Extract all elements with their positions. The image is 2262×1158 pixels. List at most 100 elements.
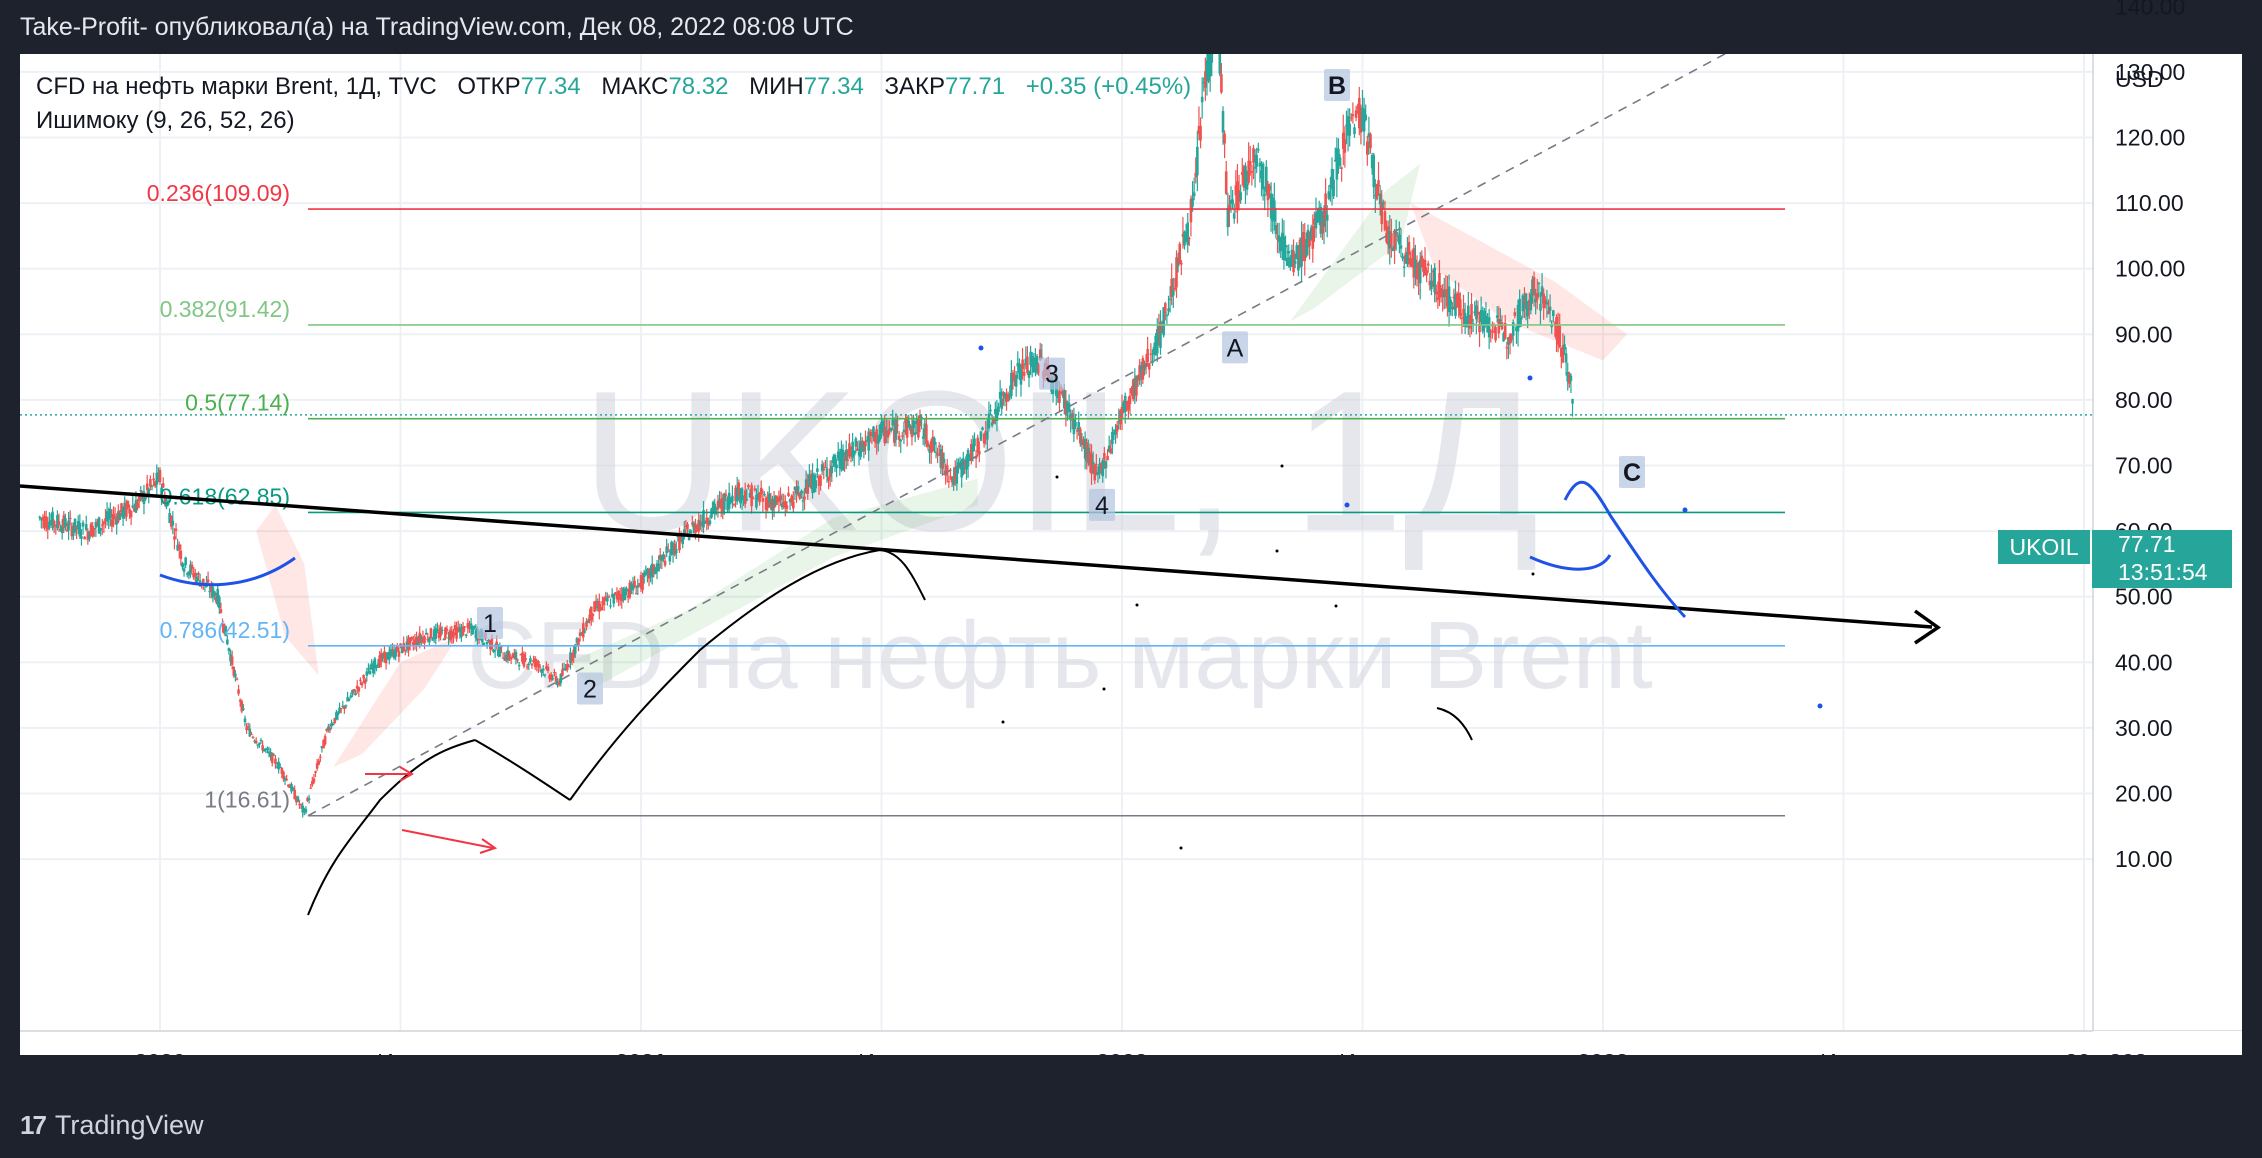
- candle-body: [1399, 245, 1403, 249]
- candle-body: [1483, 310, 1486, 329]
- marker-dot: [1179, 846, 1183, 850]
- candle-body: [1058, 391, 1061, 403]
- legend-instrument[interactable]: CFD на нефть марки Brent, 1Д, TVC: [36, 73, 437, 100]
- candle-body: [732, 504, 736, 506]
- tradingview-brand[interactable]: 17 TradingView: [20, 1110, 204, 1141]
- candle-body: [828, 468, 832, 478]
- candle-body: [1388, 231, 1392, 249]
- candle-body: [83, 536, 86, 540]
- candle-body: [88, 533, 91, 539]
- candle-body: [1277, 235, 1281, 243]
- candle-body: [529, 658, 532, 663]
- candle-body: [368, 670, 372, 675]
- candle-body: [623, 591, 627, 601]
- candle-body: [756, 493, 760, 500]
- candle-body: [1511, 322, 1515, 336]
- candle-body: [399, 643, 402, 646]
- candle-body: [1478, 323, 1481, 333]
- candle-body: [1099, 463, 1103, 471]
- candle-body: [998, 391, 1002, 399]
- candle-body: [532, 659, 535, 662]
- candle-body: [1160, 325, 1164, 331]
- candle-body: [1205, 60, 1209, 78]
- candle-body: [1357, 97, 1361, 129]
- candle-body: [460, 626, 463, 638]
- candle-body: [735, 487, 739, 502]
- candle-body: [511, 654, 515, 659]
- candle-body: [625, 588, 628, 592]
- candle-body: [105, 511, 109, 522]
- candle-body: [1325, 214, 1329, 221]
- ichimoku-cloud-red: [256, 504, 319, 676]
- candle-body: [96, 521, 99, 524]
- candle-body: [346, 697, 349, 702]
- ichimoku-cloud-red: [333, 636, 459, 768]
- legend-indicator[interactable]: Ишимоку (9, 26, 52, 26): [36, 107, 295, 134]
- candle-body: [347, 699, 351, 701]
- candle-body: [809, 474, 813, 488]
- candle-body: [319, 756, 322, 758]
- candle-body: [1167, 308, 1170, 312]
- candle-body: [1393, 230, 1396, 250]
- candle-body: [253, 740, 256, 742]
- candle-body: [1431, 271, 1435, 273]
- candle-body: [699, 521, 702, 526]
- candle-body: [795, 489, 798, 494]
- candle-body: [1308, 239, 1311, 247]
- candle-body: [1532, 277, 1536, 296]
- candle-body: [270, 752, 274, 764]
- candle-body: [1114, 430, 1117, 435]
- candle-body: [1356, 107, 1359, 109]
- candle-body: [949, 469, 952, 471]
- currency-label[interactable]: USD: [2115, 66, 2164, 92]
- candle-body: [607, 596, 611, 598]
- candle-body: [1279, 237, 1283, 252]
- candle-body: [671, 543, 675, 555]
- candle-body: [894, 419, 898, 440]
- candle-body: [697, 519, 701, 532]
- candle-body: [1130, 387, 1133, 394]
- candle-body: [72, 529, 75, 533]
- marker-dot: [1817, 703, 1823, 709]
- candle-body: [915, 418, 919, 425]
- candle-body: [320, 746, 324, 749]
- candle-body: [1386, 226, 1390, 245]
- candle-body: [1548, 306, 1552, 311]
- candle-body: [387, 651, 391, 660]
- candle-body: [902, 429, 906, 433]
- candle-body: [407, 638, 410, 651]
- candle-body: [1162, 307, 1165, 336]
- price-tick-label: 130.00: [2115, 59, 2185, 85]
- candle-body: [772, 501, 776, 509]
- candle-body: [1149, 353, 1153, 355]
- candle-body: [556, 681, 559, 686]
- candle-body: [1410, 263, 1414, 267]
- candle-body: [553, 671, 556, 674]
- wave-label-box: [1324, 69, 1350, 102]
- candle-body: [91, 526, 94, 537]
- candle-body: [1096, 471, 1100, 475]
- candle-body: [336, 712, 340, 716]
- candle-body: [942, 458, 946, 464]
- candle-body: [1404, 252, 1408, 264]
- candle-body: [1125, 401, 1129, 405]
- ichimoku-cloud-green: [568, 478, 978, 689]
- candle-body: [979, 431, 983, 441]
- candle-body: [264, 748, 268, 750]
- marker-dot: [1527, 375, 1533, 381]
- candle-body: [941, 452, 944, 469]
- candle-body: [424, 632, 428, 635]
- candle-body: [243, 718, 247, 723]
- candle-body: [633, 580, 636, 588]
- candle-body: [1545, 302, 1549, 305]
- candle-body: [997, 406, 1000, 412]
- candle-body: [420, 637, 423, 640]
- candle-body: [830, 465, 834, 474]
- candle-body: [1372, 154, 1376, 188]
- chart-area[interactable]: [20, 54, 2242, 1055]
- legend-close-label: ЗАКР: [884, 73, 945, 100]
- candle-body: [726, 499, 729, 511]
- candle-body: [1024, 358, 1028, 366]
- candle-body: [193, 572, 197, 577]
